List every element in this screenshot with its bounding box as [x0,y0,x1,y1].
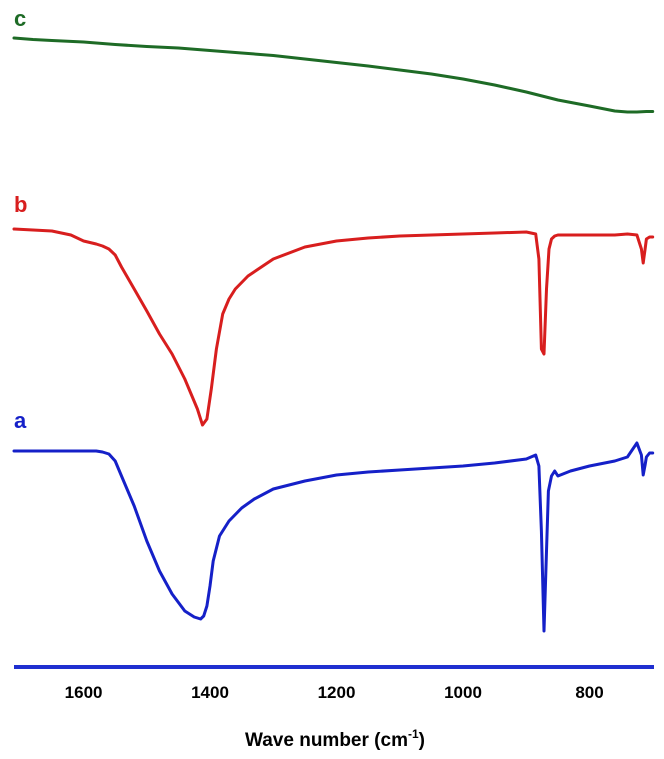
x-axis-title: Wave number (cm-1) [245,727,425,751]
x-axis-title-superscript: -1 [408,727,419,741]
x-tick-label: 1400 [191,683,229,702]
x-axis-title-main: Wave number (cm [245,730,408,751]
series-label-b: b [14,192,27,217]
x-tick-label: 800 [575,683,603,702]
series-labels: c b a [14,6,27,433]
x-tick-label: 1200 [318,683,356,702]
series-line-b [12,227,655,427]
x-tick-label: 1000 [444,683,482,702]
series-label-a: a [14,408,27,433]
series-line-c [12,36,655,114]
series-layer [12,36,655,633]
x-axis-title-close: ) [419,730,425,751]
series-label-c: c [14,6,26,31]
x-tick-label: 1600 [65,683,103,702]
x-axis-ticks: 1600 1400 1200 1000 800 [65,683,604,702]
series-line-a [12,441,655,633]
